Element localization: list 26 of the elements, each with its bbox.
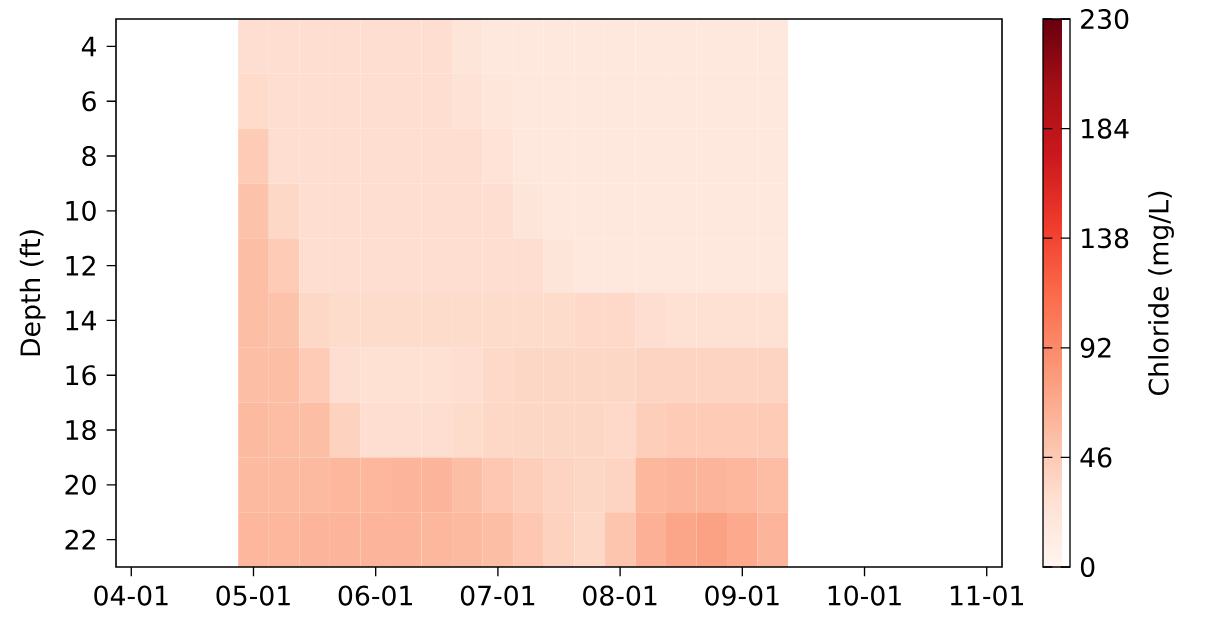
x-tick-label: 10-01 [828, 585, 901, 606]
x-tick-label: 07-01 [460, 585, 535, 606]
x-tick-label: 05-01 [216, 585, 290, 606]
y-tick-label: 16 [66, 365, 96, 386]
y-tick-label: 12 [66, 255, 95, 276]
y-tick-label: 20 [65, 474, 96, 495]
y-tick-label: 4 [81, 36, 97, 57]
y-tick-label: 18 [66, 419, 96, 441]
color-bar-label: 0 [1080, 556, 1095, 578]
y-tick-label: 10 [66, 200, 96, 221]
color-bar-title: Chloride (mg/L) [1148, 191, 1174, 395]
y-tick-label: 14 [66, 310, 97, 331]
y-tick-label: 6 [82, 91, 96, 112]
x-tick-label: 04-01 [94, 585, 168, 606]
color-bar-label: 230 [1081, 8, 1129, 30]
x-tick-label: 06-01 [338, 585, 412, 606]
x-tick-label: 11-01 [950, 585, 1023, 606]
y-tick-label: 8 [82, 145, 96, 167]
color-bar-label: 184 [1082, 118, 1129, 139]
color-bar-label: 92 [1080, 337, 1111, 358]
y-axis-title: Depth (ft) [19, 230, 46, 356]
color-bar-label: 46 [1080, 447, 1112, 468]
x-tick-label: 09-01 [705, 585, 779, 606]
color-bar-label: 138 [1082, 228, 1129, 249]
y-tick-label: 22 [65, 529, 95, 550]
x-tick-label: 08-01 [583, 585, 657, 606]
